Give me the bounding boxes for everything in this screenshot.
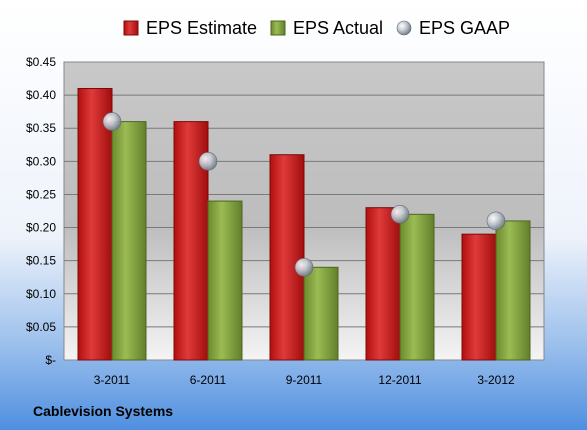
bar-eps-actual	[399, 213, 435, 361]
gaap-marker	[198, 152, 218, 171]
x-axis-ticks: 3-2011 6-2011 9-2011 12-2011 3-2012	[94, 373, 515, 387]
x-tick-label: 6-2011	[190, 373, 227, 387]
legend-swatch	[396, 20, 412, 36]
legend-swatch	[270, 20, 286, 36]
y-tick-label: $0.05	[26, 320, 56, 334]
y-tick-label: $0.35	[26, 121, 56, 135]
legend-label: EPS Estimate	[146, 18, 257, 38]
y-tick-label: $0.25	[26, 187, 56, 201]
y-tick-label: $0.45	[26, 55, 56, 69]
gaap-marker	[102, 112, 122, 131]
bar-eps-actual	[207, 200, 243, 361]
legend-label: EPS GAAP	[419, 18, 510, 38]
bars	[77, 87, 531, 361]
x-tick-label: 3-2012	[477, 373, 515, 387]
bar-eps-estimate	[77, 87, 113, 361]
bar-eps-actual	[495, 220, 531, 361]
y-tick-label: $0.30	[26, 154, 56, 168]
y-axis-ticks: $- $0.05 $0.10 $0.15 $0.20 $0.25 $0.30 $0.35 $0.…	[26, 55, 56, 367]
bar-eps-actual	[303, 266, 339, 361]
legend-swatch	[123, 20, 139, 36]
gaap-marker	[294, 257, 314, 277]
company-name: Cablevision Systems	[33, 403, 173, 419]
bar-eps-estimate	[461, 233, 497, 361]
y-tick-label: $0.15	[26, 254, 56, 268]
bar-eps-estimate	[365, 207, 401, 361]
x-tick-label: 9-2011	[286, 373, 323, 387]
gaap-marker	[390, 205, 410, 224]
legend: EPS Estimate EPS Actual EPS GAAP	[123, 18, 510, 38]
x-tick-label: 3-2011	[94, 373, 131, 387]
legend-label: EPS Actual	[293, 18, 383, 38]
y-tick-label: $-	[45, 353, 56, 367]
y-tick-label: $0.40	[26, 88, 56, 102]
gaap-marker	[486, 211, 506, 231]
bar-eps-estimate	[269, 154, 305, 361]
gaap-markers	[102, 112, 506, 277]
y-tick-label: $0.20	[26, 221, 56, 235]
y-tick-label: $0.10	[26, 287, 56, 301]
bar-eps-actual	[111, 121, 147, 361]
x-tick-label: 12-2011	[378, 373, 421, 387]
